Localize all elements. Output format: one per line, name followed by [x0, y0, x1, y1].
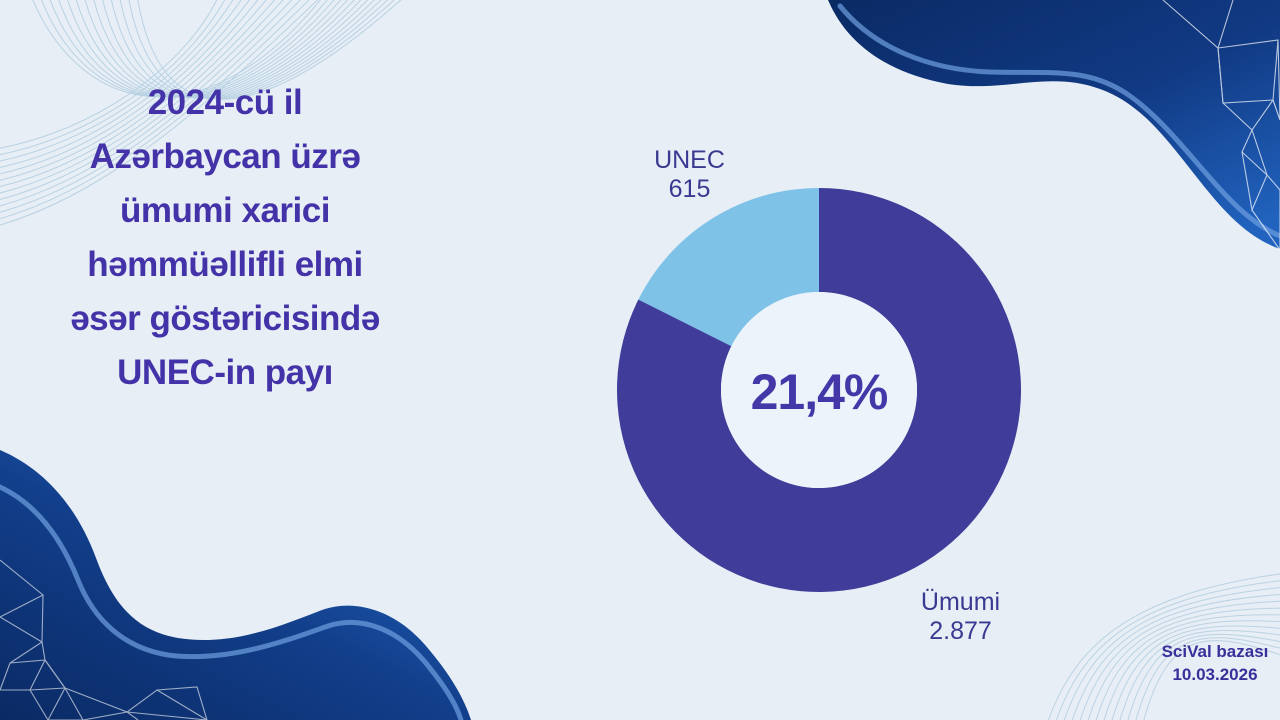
decorative-line [1135, 637, 1280, 720]
polygon-mesh-bottom-left [0, 559, 208, 720]
decorative-line [137, 0, 402, 100]
decorative-line [1127, 633, 1280, 720]
top-right-wave [828, 0, 1280, 251]
label-unec: UNEC 615 [617, 146, 762, 204]
decorative-line [1063, 587, 1280, 720]
polygon-mesh-top-right [1162, 0, 1280, 251]
label-umumi-value: 2.877 [929, 617, 992, 645]
label-unec-name: UNEC [654, 146, 725, 174]
decorative-line [1055, 580, 1280, 720]
donut-slice-unec [638, 188, 819, 347]
label-unec-value: 615 [668, 175, 711, 203]
decorative-line [0, 0, 226, 155]
decorative-line [1095, 614, 1280, 720]
source-date: 10.03.2026 [1172, 665, 1258, 684]
label-umumi: Ümumi 2.877 [888, 588, 1033, 646]
label-umumi-name: Ümumi [920, 588, 1001, 616]
decorative-line [1071, 594, 1280, 720]
decorative-line [1048, 573, 1280, 720]
decorative-line [0, 0, 301, 213]
wavy-lines-bottom-right [1048, 573, 1280, 720]
title-line: həmmüəllifli elmi [87, 245, 363, 284]
wavy-lines-top-left [0, 0, 402, 226]
bottom-left-wave [0, 450, 471, 720]
title-line: 2024-cü il [147, 83, 303, 122]
source-note: SciVal bazası 10.03.2026 [1125, 640, 1280, 686]
title-line: ümumi xarici [120, 191, 330, 230]
decorative-line [0, 0, 250, 175]
bottom-left-wave-streak [0, 484, 464, 720]
decorative-line [0, 0, 284, 200]
decorative-line [1103, 620, 1280, 720]
donut-center-percentage: 21,4% [750, 364, 889, 420]
title-line: Azərbaycan üzrə [89, 137, 361, 176]
decorative-line [0, 0, 259, 181]
decorative-line [0, 0, 242, 168]
decorative-line [1143, 640, 1280, 720]
title-line: UNEC-in payı [117, 353, 333, 392]
decorative-line [0, 0, 319, 226]
slide-title: 2024-cü il Azərbaycan üzrə ümumi xarici … [20, 76, 430, 400]
source-name: SciVal bazası [1161, 642, 1269, 661]
decorative-line [0, 0, 293, 207]
decorative-line [119, 0, 389, 99]
decorative-line [1119, 630, 1280, 720]
decorative-line [1111, 625, 1280, 720]
donut-slice-ümumi [617, 188, 1022, 593]
decorative-line [0, 0, 267, 188]
top-right-wave-streak [837, 3, 1280, 239]
donut-hole [721, 292, 917, 488]
decorative-line [1079, 600, 1280, 720]
decorative-line [1087, 607, 1280, 720]
decorative-line [0, 0, 234, 162]
decorative-line [0, 0, 276, 194]
decorative-line [128, 0, 395, 100]
decorative-line [0, 0, 310, 220]
title-line: əsər göstəricisində [70, 299, 380, 338]
